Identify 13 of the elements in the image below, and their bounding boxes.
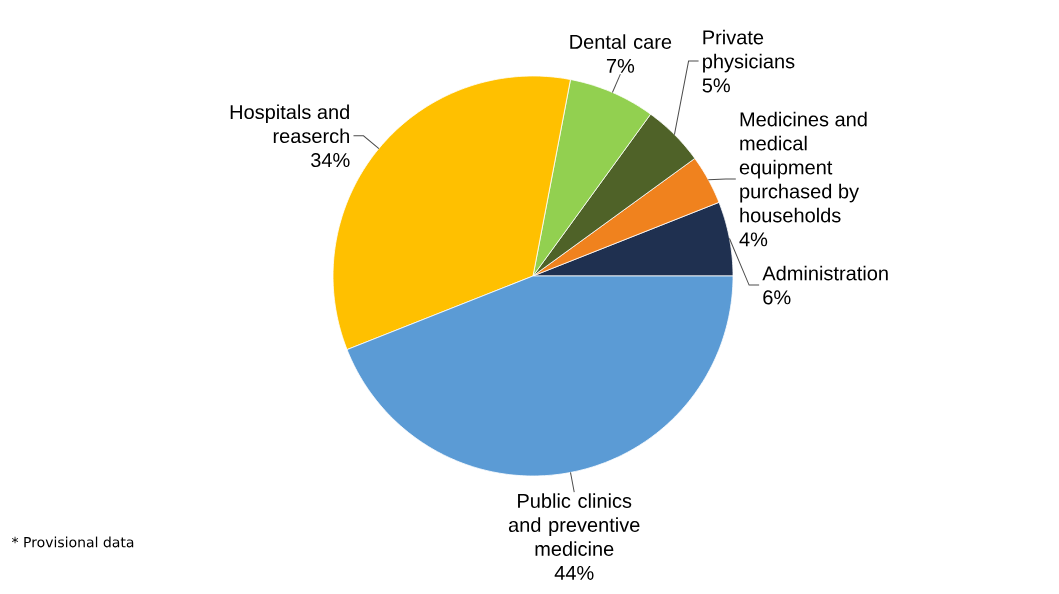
slice-label: Public clinics and preventive medicine bbox=[508, 493, 640, 556]
data-label: 7% bbox=[606, 58, 635, 73]
data-label: 4% bbox=[739, 232, 768, 247]
slice-label: Administration bbox=[762, 265, 888, 281]
text: * Provisional data bbox=[11, 536, 134, 548]
slice-label: Private physicians bbox=[703, 29, 795, 73]
data-label: 6% bbox=[763, 290, 791, 305]
slice-label: Medicines and medical equipment purchased by households bbox=[739, 111, 867, 223]
slice-label: Dental care bbox=[570, 34, 672, 49]
data-label: 5% bbox=[702, 78, 730, 93]
slice-label: Hospitals and reaserch bbox=[230, 104, 349, 144]
data-label: 44% bbox=[554, 565, 594, 580]
data-label: 34% bbox=[311, 152, 350, 168]
